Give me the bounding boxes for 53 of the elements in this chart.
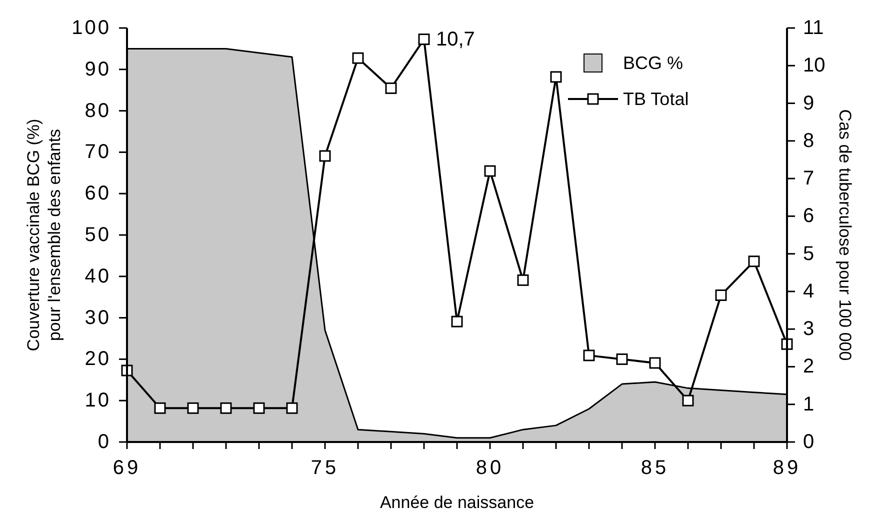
point [319,150,331,162]
point [715,289,727,301]
y-tick-label: 0 [98,431,111,453]
point [517,274,529,286]
point [748,256,760,268]
point [352,52,364,64]
y2-tick-label: 7 [803,168,814,190]
y-axis-title: Couverture vaccinale BCG (%) pour l'ensemble des enfants [24,118,64,352]
point [385,82,397,94]
point [451,316,463,328]
legend-label: BCG % [623,53,684,73]
y2-tick-label: 10 [803,54,826,77]
x-tick-label: 85 [640,457,670,479]
point [187,402,199,414]
x-tick-label: 89 [772,457,802,479]
y-tick-label: 20 [84,348,111,370]
y2-tick-label: 9 [803,92,814,114]
point [286,402,298,414]
y-tick-label: 10 [84,390,111,412]
x-tick-label: 75 [310,457,340,479]
point [220,402,232,414]
y2-tick-label: 0 [803,431,814,453]
point [616,353,628,365]
y2-tick-label: 3 [803,318,814,340]
y2-tick-label: 6 [803,205,814,228]
annotation: 10,7 [436,28,475,50]
point [649,357,661,369]
y2-tick-label: 4 [803,280,814,302]
point [484,165,496,177]
y2-tick-label: 8 [803,130,814,152]
y-tick-label: 60 [84,182,111,205]
point [550,71,562,83]
y2-tick-label: 5 [803,242,814,265]
y-tick-label: 70 [84,141,111,164]
y2-tick-label: 11 [803,17,824,39]
y-tick-label: 90 [84,58,111,80]
y-tick-label: 30 [84,306,111,329]
legend-label: TB Total [623,89,689,109]
point [682,394,694,406]
y-tick-label: 80 [84,100,111,122]
y2-tick-label: 1 [803,393,814,416]
y-tick-label: 100 [72,17,111,39]
y2-tick-label: 2 [803,356,814,378]
point [154,402,166,414]
x-tick-label: 69 [112,457,142,479]
x-tick-label: 80 [476,457,504,479]
point [583,350,595,362]
y-tick-label: 50 [84,224,111,246]
x-axis-title: Année de naissance [380,493,534,512]
y-tick-label: 40 [84,265,111,288]
y2-axis-title: Cas de tuberculose pour 100 000 [836,109,854,361]
point [253,402,265,414]
point [418,34,430,46]
